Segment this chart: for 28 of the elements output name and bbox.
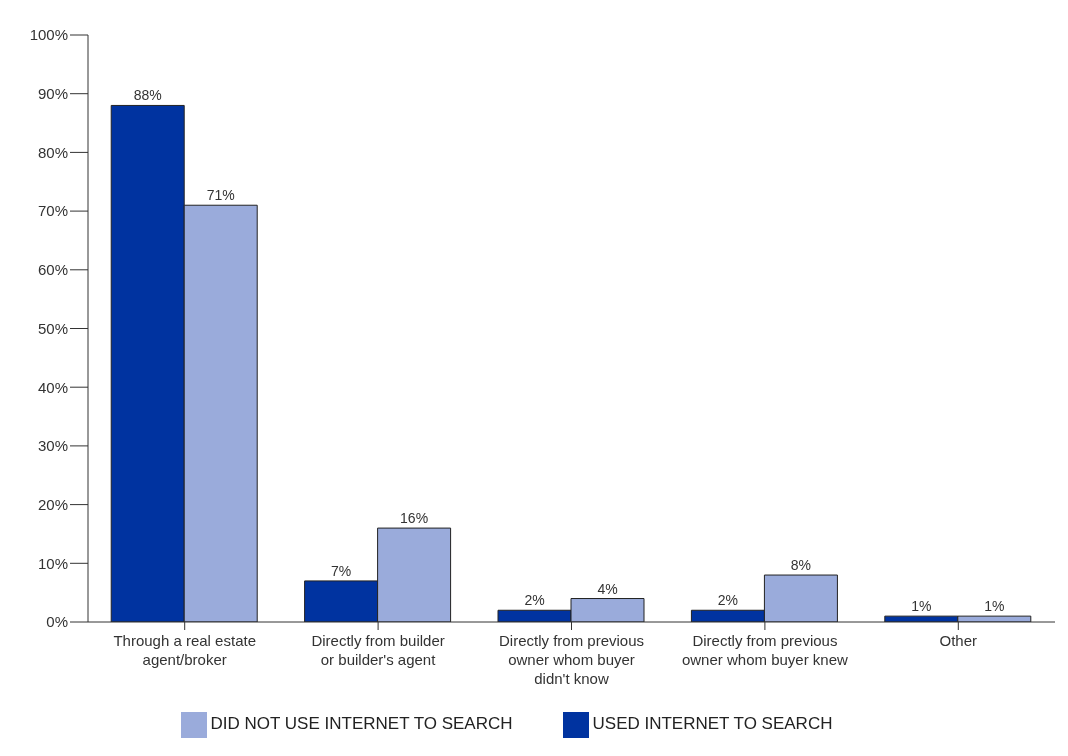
data-label: 2% bbox=[524, 592, 545, 609]
x-tick-label: Through a real estate agent/broker bbox=[113, 632, 256, 668]
data-label: 1% bbox=[984, 598, 1005, 615]
data-label: 16% bbox=[400, 510, 429, 527]
y-tick-label: 30% bbox=[37, 437, 68, 455]
data-label: 2% bbox=[717, 592, 739, 609]
data-label: 4% bbox=[597, 580, 618, 597]
y-tick-label: 20% bbox=[37, 495, 68, 513]
y-tick-label: 10% bbox=[37, 554, 68, 572]
y-tick-label: 80% bbox=[37, 143, 68, 161]
x-tick-label: Directly from previous owner whom buyer didn't know bbox=[498, 632, 645, 687]
x-tick-label: Other bbox=[939, 632, 978, 649]
legend-label: DID NOT USE INTERNET TO SEARCH bbox=[210, 714, 513, 734]
y-tick-label: 100% bbox=[29, 26, 68, 44]
legend-label: USED INTERNET TO SEARCH bbox=[592, 714, 833, 734]
data-label: 7% bbox=[330, 562, 352, 579]
y-tick-label: 60% bbox=[37, 261, 68, 279]
x-tick-label: Directly from previous owner whom buyer knew bbox=[681, 632, 849, 668]
y-tick-label: 90% bbox=[37, 85, 68, 103]
y-tick-label: 0% bbox=[46, 613, 68, 631]
y-tick-label: 40% bbox=[37, 378, 68, 396]
data-label: 71% bbox=[206, 187, 235, 204]
data-label: 1% bbox=[911, 598, 932, 615]
x-tick-label: Directly from builder or builder's agent bbox=[311, 632, 445, 668]
y-tick-label: 50% bbox=[37, 319, 68, 337]
data-label: 88% bbox=[133, 87, 162, 104]
y-tick-label: 70% bbox=[37, 202, 68, 220]
data-label: 8% bbox=[790, 557, 812, 574]
